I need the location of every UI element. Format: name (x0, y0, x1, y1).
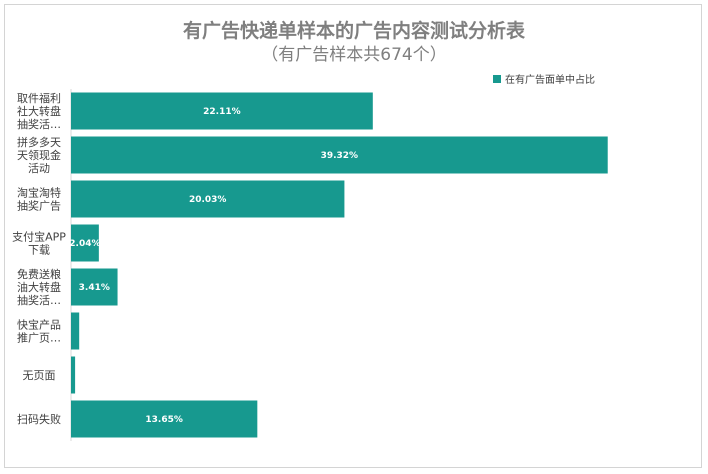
category-label: 活动 (28, 162, 50, 175)
category-label: 免费送粮 (17, 267, 61, 281)
legend-swatch (493, 74, 501, 83)
data-label: 3.41% (79, 283, 110, 293)
chart-legend: 在有广告面单中占比 (493, 71, 595, 86)
data-label: 22.11% (203, 107, 241, 117)
category-label: 支付宝APP (12, 230, 66, 244)
bar (71, 92, 373, 130)
chart-title: 有广告快递单样本的广告内容测试分析表 (182, 20, 525, 42)
category-label: 淘宝淘特 (17, 186, 61, 200)
category-label: 取件福利 (17, 91, 61, 105)
data-label: 39.32% (321, 151, 359, 161)
bar (71, 400, 258, 438)
category-label: 社大转盘 (17, 104, 61, 118)
category-label: 推广页… (17, 331, 61, 345)
category-label: 天领现金 (17, 148, 61, 162)
bar (71, 224, 99, 262)
data-label: 2.04% (69, 239, 100, 249)
category-label: 无页面 (23, 369, 56, 382)
legend-label: 在有广告面单中占比 (505, 75, 595, 86)
category-label: 快宝产品 (17, 318, 61, 332)
bar (71, 312, 80, 350)
chart-frame (4, 4, 702, 468)
bar (71, 180, 345, 218)
category-label: 抽奖活… (17, 293, 61, 307)
data-label: 20.03% (189, 195, 227, 205)
data-label: 13.65% (145, 415, 183, 425)
category-label: 抽奖广告 (17, 199, 61, 213)
bar (71, 136, 608, 174)
category-label: 拼多多天 (17, 135, 61, 149)
category-label: 下载 (28, 244, 50, 257)
bar (71, 356, 76, 394)
category-label: 扫码失败 (17, 412, 61, 426)
chart-subtitle: （有广告样本共674个） (261, 45, 447, 65)
category-label: 抽奖活… (17, 117, 61, 131)
category-label: 油大转盘 (17, 280, 61, 294)
bar (71, 268, 118, 306)
